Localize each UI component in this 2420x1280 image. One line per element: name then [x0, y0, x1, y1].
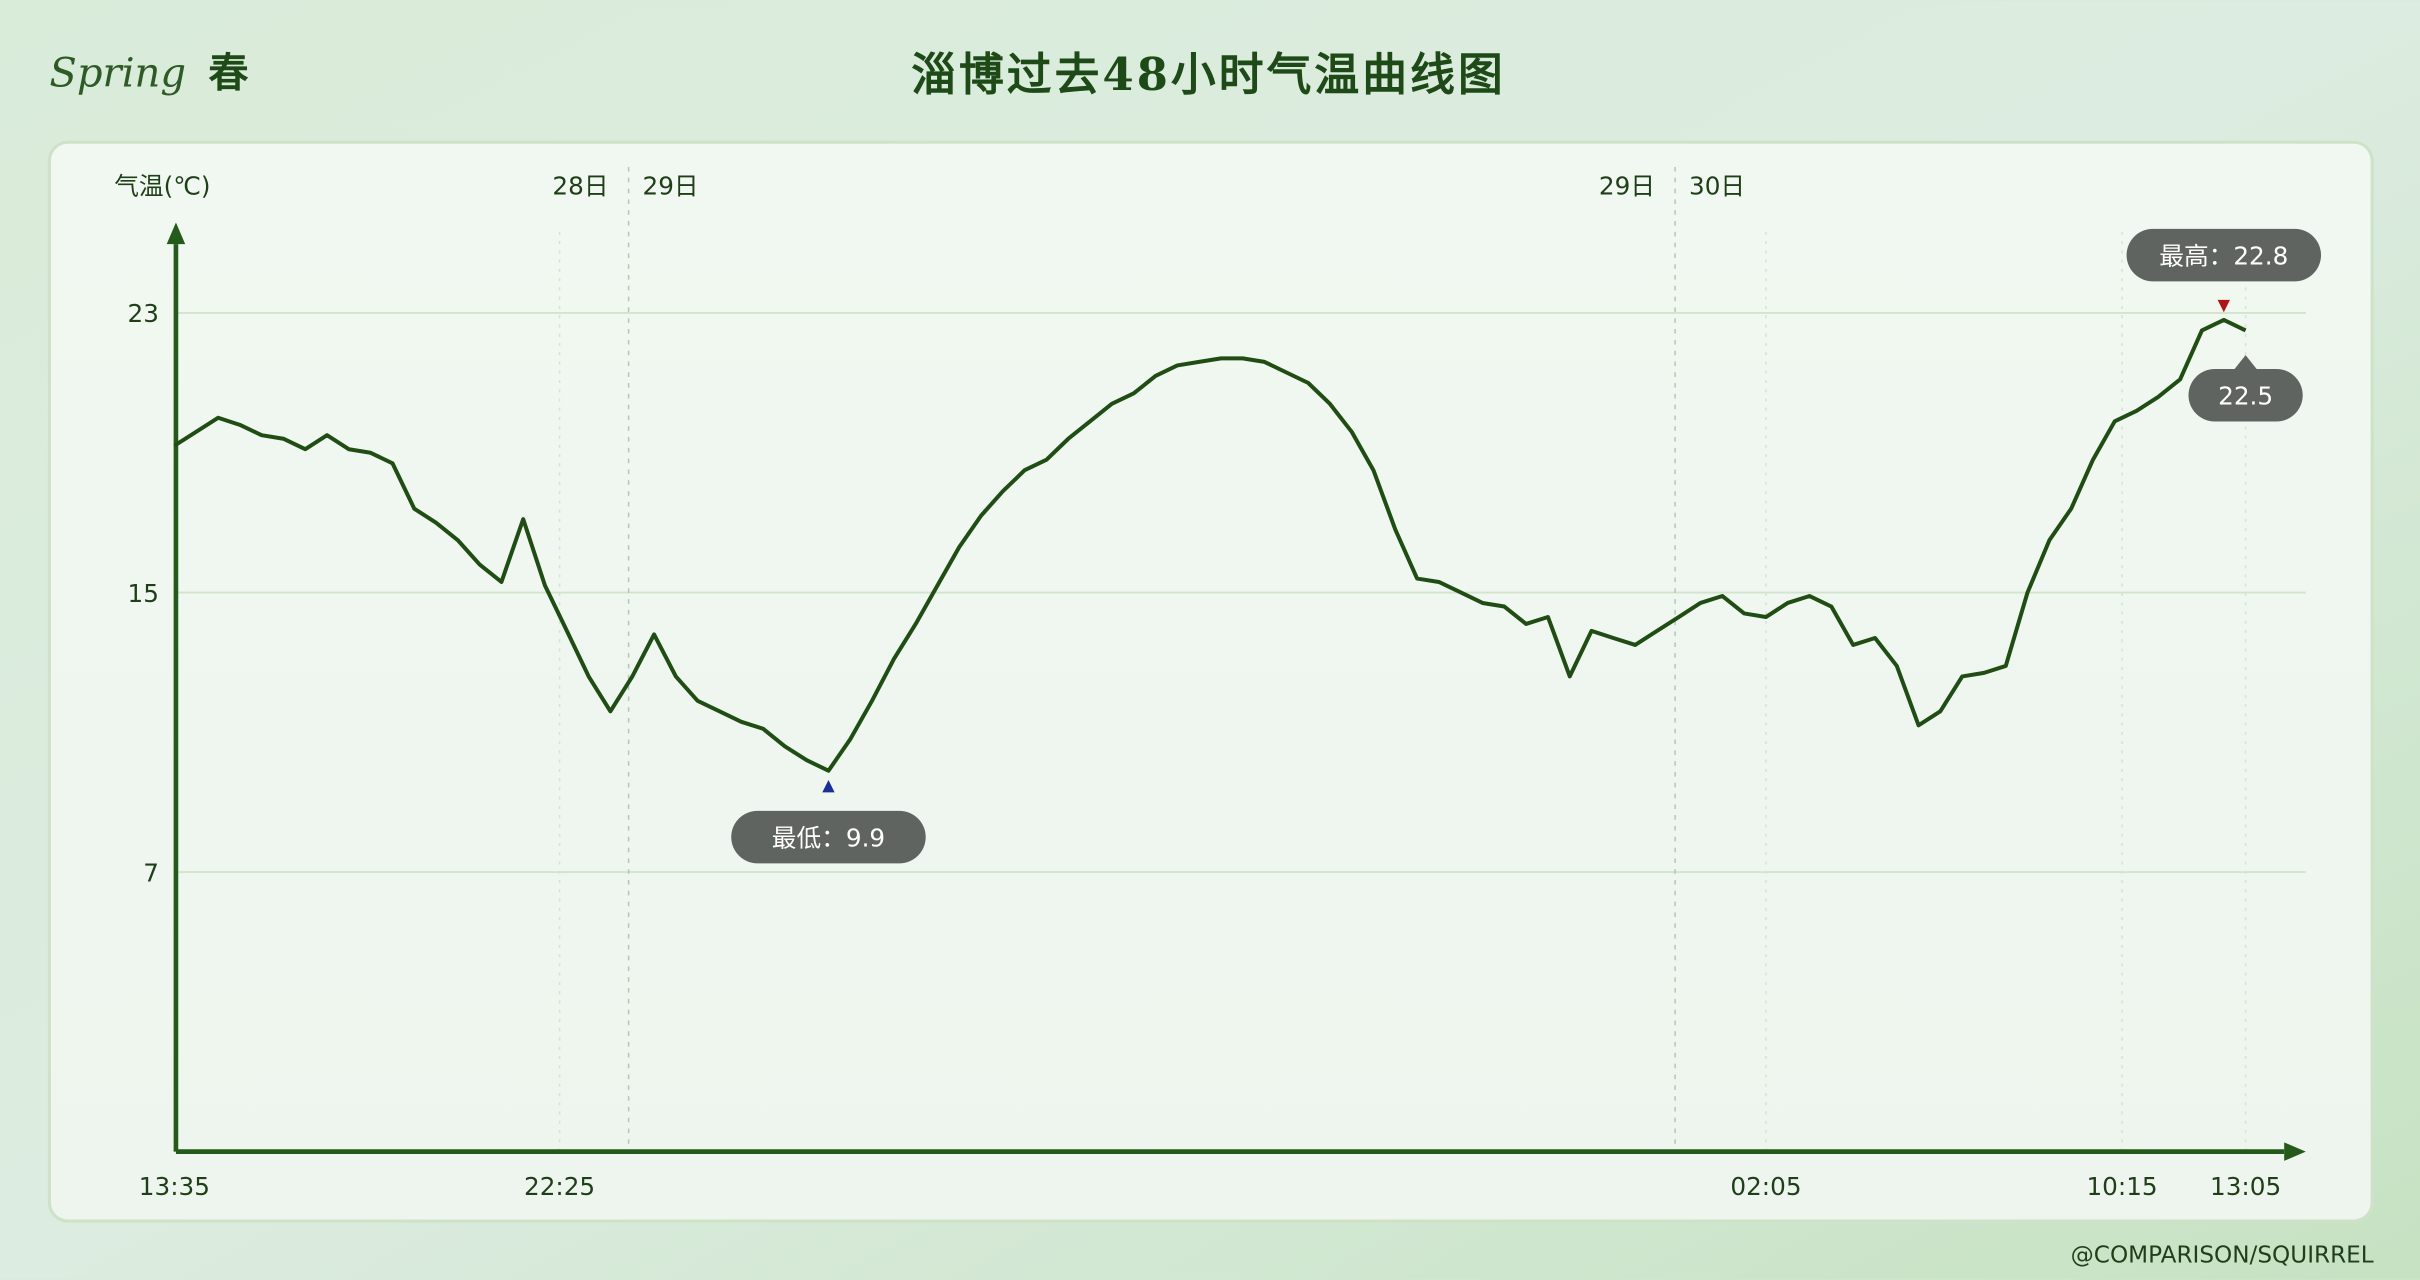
y-tick-label: 23 [128, 299, 159, 328]
max-tooltip [2126, 228, 2322, 282]
min-marker-icon [822, 779, 835, 793]
x-axis-arrow [2284, 1142, 2306, 1161]
page-title: 淄博过去48小时气温曲线图 [911, 48, 1506, 101]
y-tick-label: 7 [143, 858, 159, 887]
x-tick-labels: 13:35 22:25 02:05 10:15 13:05 [139, 1172, 2281, 1201]
temperature-line [173, 317, 2247, 773]
x-tick-label: 02:05 [1730, 1172, 1801, 1201]
min-tooltip-label: 最低：9.9 [772, 823, 885, 852]
day-label-after: 30日 [1689, 172, 1745, 201]
last-tooltip-label: 22.5 [2218, 382, 2273, 411]
season-cn: 春 [208, 50, 249, 97]
x-tick-label: 13:05 [2210, 1172, 2281, 1201]
min-tooltip [731, 810, 926, 864]
x-tick-label: 22:25 [524, 1172, 595, 1201]
last-tooltip [2188, 369, 2303, 422]
day-markers: 28日 29日 29日 30日 [552, 166, 1745, 1152]
temperature-chart: 气温(℃) 7 15 23 13:35 22:25 02:05 10:15 13:05 28… [114, 166, 2322, 1201]
day-label-before: 29日 [1599, 172, 1655, 201]
day-label-before: 28日 [552, 172, 608, 201]
max-annotation: 最高：22.8 [2126, 228, 2322, 313]
y-tick-labels: 7 15 23 [128, 299, 159, 887]
watermark: @COMPARISON/SQUIRREL [2071, 1243, 2374, 1269]
day-label-after: 29日 [643, 172, 699, 201]
min-annotation: 最低：9.9 [731, 779, 926, 864]
y-axis-arrow [166, 222, 186, 245]
chart-card [47, 140, 2374, 1223]
y-axis-label: 气温(℃) [114, 172, 210, 201]
y-tick-label: 15 [128, 579, 159, 608]
grid-lines [174, 312, 2306, 873]
x-tick-label: 10:15 [2086, 1172, 2157, 1201]
last-tooltip-pointer [2233, 355, 2258, 371]
x-tick-label: 13:35 [139, 1172, 210, 1201]
last-value-annotation: 22.5 [2188, 355, 2303, 422]
max-tooltip-label: 最高：22.8 [2159, 241, 2288, 270]
season-en: Spring [49, 51, 186, 97]
max-marker-icon [2217, 299, 2230, 313]
data-points [174, 319, 2246, 771]
